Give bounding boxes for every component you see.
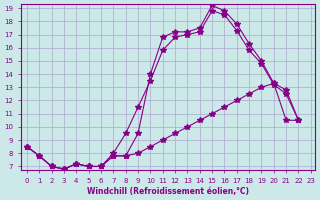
X-axis label: Windchill (Refroidissement éolien,°C): Windchill (Refroidissement éolien,°C) [87,187,249,196]
